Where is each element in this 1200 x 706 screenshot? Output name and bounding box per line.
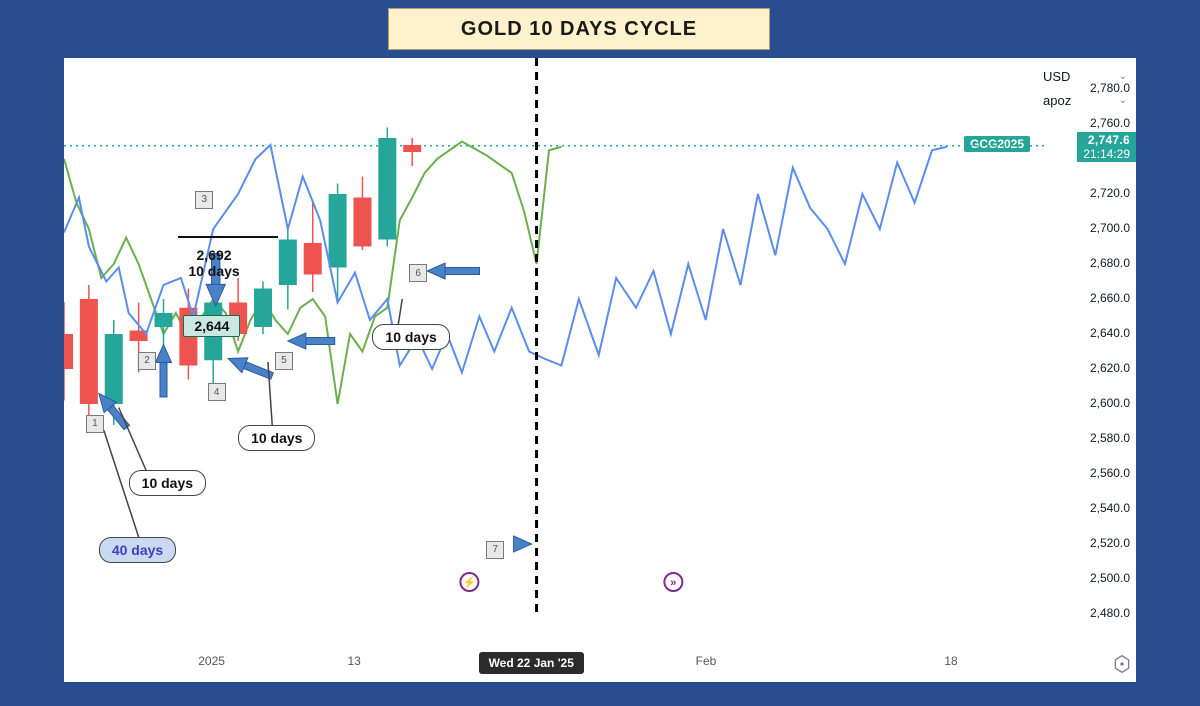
x-axis-tick: 2025 xyxy=(198,654,225,668)
current-price-badge: 2,747.6 21:14:29 xyxy=(1077,132,1136,162)
callout-40days: 40 days xyxy=(99,537,176,563)
marker-1: 1 xyxy=(86,415,104,433)
cursor-date-flag: Wed 22 Jan '25 xyxy=(479,652,584,674)
marker-5: 5 xyxy=(275,352,293,370)
level-text-2692: 2,692 10 days xyxy=(188,247,239,279)
settings-icon[interactable] xyxy=(1112,654,1132,674)
chevron-down-icon: ⌄ xyxy=(1119,71,1127,82)
marker-2: 2 xyxy=(138,352,156,370)
callout-10days-a: 10 days xyxy=(129,470,206,496)
marker-3: 3 xyxy=(195,191,213,209)
level-line-2692 xyxy=(178,236,278,238)
chart-plot-area[interactable]: ⚡» xyxy=(64,58,1044,618)
y-axis-tick: 2,500.0 xyxy=(1090,571,1130,585)
y-axis-tick: 2,520.0 xyxy=(1090,536,1130,550)
y-axis-tick: 2,620.0 xyxy=(1090,361,1130,375)
page-title: GOLD 10 DAYS CYCLE xyxy=(388,8,770,50)
y-axis-tick: 2,640.0 xyxy=(1090,326,1130,340)
y-axis-tick: 2,720.0 xyxy=(1090,186,1130,200)
level-box-2644: 2,644 xyxy=(183,315,240,337)
svg-text:⚡: ⚡ xyxy=(463,576,477,589)
price-timestamp: 21:14:29 xyxy=(1083,147,1130,161)
y-axis-tick: 2,700.0 xyxy=(1090,221,1130,235)
marker-4: 4 xyxy=(208,383,226,401)
y-axis-tick: 2,760.0 xyxy=(1090,116,1130,130)
x-axis-tick: 18 xyxy=(944,654,957,668)
callout-10days-c: 10 days xyxy=(372,324,449,350)
marker-7: 7 xyxy=(486,541,504,559)
y-axis-tick: 2,660.0 xyxy=(1090,291,1130,305)
currency-value: USD xyxy=(1043,69,1070,84)
y-axis-tick: 2,680.0 xyxy=(1090,256,1130,270)
marker-6: 6 xyxy=(409,264,427,282)
y-axis-tick: 2,540.0 xyxy=(1090,501,1130,515)
callout-10days-b: 10 days xyxy=(238,425,315,451)
y-axis-tick: 2,480.0 xyxy=(1090,606,1130,620)
y-axis-tick: 2,780.0 xyxy=(1090,81,1130,95)
y-axis-tick: 2,580.0 xyxy=(1090,431,1130,445)
x-axis-tick: 13 xyxy=(347,654,360,668)
title-text: GOLD 10 DAYS CYCLE xyxy=(461,18,697,41)
chevron-down-icon: ⌄ xyxy=(1119,95,1127,106)
x-axis-tick: Feb xyxy=(696,654,717,668)
y-axis-tick: 2,600.0 xyxy=(1090,396,1130,410)
current-price-value: 2,747.6 xyxy=(1083,133,1130,147)
unit-value: apoz xyxy=(1043,93,1071,108)
y-axis-tick: 2,560.0 xyxy=(1090,466,1130,480)
svg-text:»: » xyxy=(670,577,676,589)
price-chart[interactable]: USD ⌄ apoz ⌄ GCG2025 2,747.6 21:14:29 2,… xyxy=(64,58,1136,682)
